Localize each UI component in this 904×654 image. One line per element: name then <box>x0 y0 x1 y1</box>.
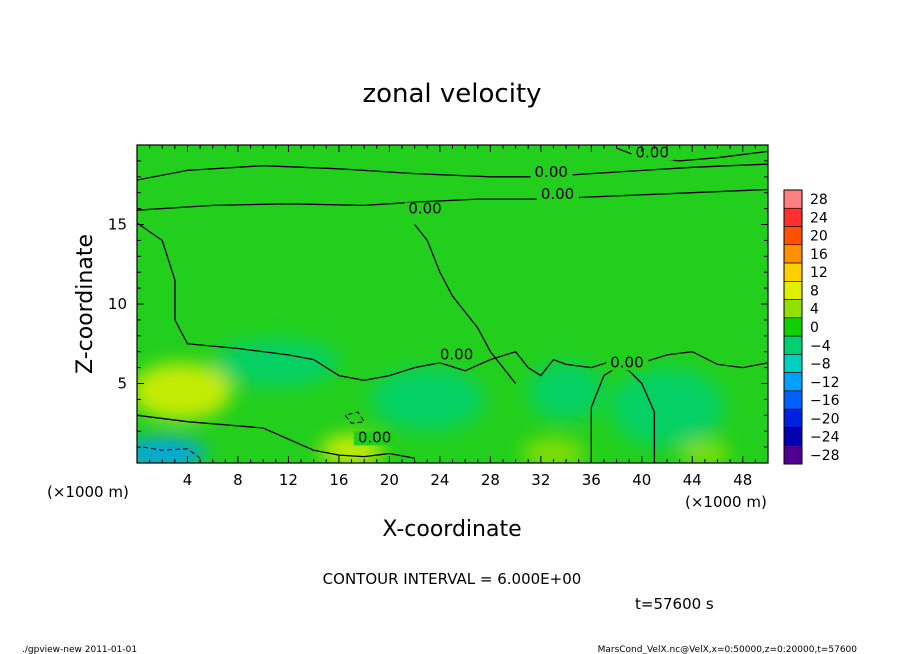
contour-label: 0.00 <box>358 428 391 446</box>
contour-label-bg <box>435 348 478 363</box>
x-tick-label: 28 <box>481 471 500 489</box>
x-tick-label: 20 <box>380 471 399 489</box>
colorbar-swatch <box>783 299 803 319</box>
colorbar-swatch <box>783 335 803 355</box>
colorbar-label: 20 <box>810 229 828 245</box>
x-tick-label: 4 <box>183 471 193 489</box>
x-axis: 4 8 12 16 20 24 28 32 36 40 44 48 <box>149 145 756 489</box>
y-tick-label: 10 <box>108 295 127 313</box>
colorbar-label: −16 <box>810 393 840 409</box>
colorbar-swatch <box>783 226 803 246</box>
field-blob <box>212 338 339 387</box>
colorbar-label: −12 <box>810 375 840 391</box>
colorbar-swatch <box>783 427 803 447</box>
contour-line-negative <box>143 446 201 459</box>
contour-line <box>137 414 415 459</box>
colorbar-label: −28 <box>810 448 840 464</box>
contour-label-bg <box>530 165 573 180</box>
colorbar-swatch <box>783 408 803 428</box>
chart-title: zonal velocity <box>362 79 541 109</box>
contour-label: 0.00 <box>408 199 441 217</box>
colorbar-swatch <box>783 390 803 410</box>
colorbar-swatch <box>783 262 803 282</box>
contour-line <box>137 222 768 381</box>
x-tick-label: 8 <box>233 471 243 489</box>
plot-area: 0.00 0.00 0.00 0.00 0.00 0.00 0.00 <box>136 144 769 464</box>
time-text: t=57600 s <box>635 595 714 613</box>
colorbar-swatch <box>783 445 803 465</box>
contour-line <box>137 163 768 181</box>
colorbar-swatch <box>783 281 803 300</box>
colorbar-label: 24 <box>810 210 828 226</box>
contour-label: 0.00 <box>541 185 574 203</box>
x-tick-label: 12 <box>279 471 298 489</box>
colorbar-label: −4 <box>810 338 831 354</box>
colorbar-swatch <box>783 207 803 227</box>
field-blob <box>610 367 724 448</box>
field-blob <box>370 367 485 432</box>
contour-label-bg <box>606 356 649 371</box>
colorbar: 28 24 20 16 12 8 4 0 −4 −8 −12 −16 −20 −24 −28 <box>783 189 840 465</box>
contour-labels: 0.00 0.00 0.00 0.00 0.00 0.00 0.00 <box>353 144 674 446</box>
colorbar-label: 4 <box>810 302 819 318</box>
footer-left-text: ./gpview-new 2011-01-01 <box>22 645 137 654</box>
contour-label-bg <box>353 431 396 446</box>
contour-line <box>414 224 517 384</box>
x-tick-label: 40 <box>632 471 651 489</box>
field-blob <box>528 362 604 421</box>
x-tick-label: 44 <box>683 471 702 489</box>
colorbar-label: 0 <box>810 320 819 336</box>
colorbar-swatch <box>783 189 803 209</box>
colorbar-swatch <box>783 317 803 337</box>
field-blob <box>137 437 207 463</box>
contour-label-bg <box>536 188 579 203</box>
colorbar-frame <box>783 189 803 465</box>
contour-label: 0.00 <box>610 354 643 372</box>
y-axis-label: Z-coordinate <box>73 234 98 374</box>
contour-label: 0.00 <box>635 144 668 162</box>
field-blob <box>137 362 232 421</box>
field-blob <box>521 437 586 463</box>
x-axis-label: X-coordinate <box>382 517 521 542</box>
contour-interval-text: CONTOUR INTERVAL = 6.000E+00 <box>323 570 582 588</box>
x-axis-unit-left: (×1000 m) <box>47 483 129 501</box>
y-axis: 5 10 15 <box>108 160 768 448</box>
colorbar-swatch <box>783 244 803 264</box>
colorbar-swatch <box>783 354 803 373</box>
colorbar-label: 8 <box>810 283 819 299</box>
colorbar-swatch <box>783 372 803 392</box>
x-tick-label: 36 <box>582 471 601 489</box>
colorbar-label: −24 <box>810 430 840 446</box>
y-tick-label: 15 <box>108 216 127 234</box>
colorbar-label: −8 <box>810 357 831 373</box>
colorbar-label: 28 <box>810 192 828 208</box>
x-tick-label: 48 <box>733 471 752 489</box>
contour-label: 0.00 <box>535 163 568 181</box>
y-tick-label: 5 <box>117 375 127 393</box>
footer-right-text: MarsCond_VelX.nc@VelX,x=0:50000,z=0:2000… <box>598 645 858 654</box>
contour-line <box>137 188 768 211</box>
x-tick-label: 32 <box>531 471 550 489</box>
colorbar-label: 16 <box>810 247 828 263</box>
x-tick-label: 16 <box>329 471 348 489</box>
x-axis-unit-right: (×1000 m) <box>685 493 767 511</box>
x-tick-label: 24 <box>430 471 449 489</box>
colorbar-label: 12 <box>810 265 828 281</box>
contour-label: 0.00 <box>440 346 473 364</box>
contour-label-bg <box>404 202 447 217</box>
colorbar-label: −20 <box>810 411 840 427</box>
